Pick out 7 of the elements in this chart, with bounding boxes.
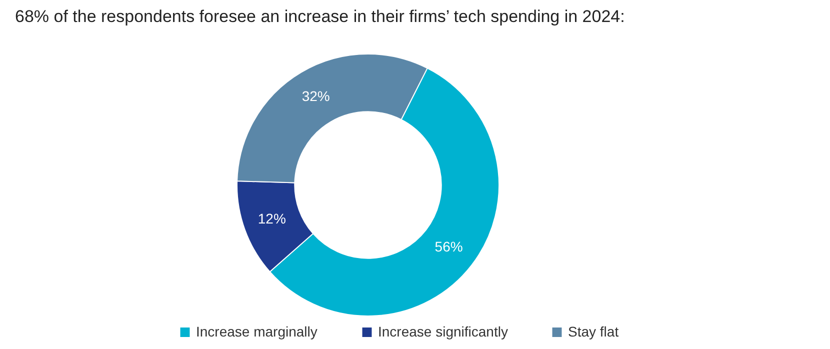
legend-label: Increase significantly: [378, 323, 508, 340]
data-label: 12%: [258, 210, 286, 227]
data-label: 56%: [434, 238, 463, 255]
legend-label: Increase marginally: [196, 323, 318, 340]
chart-title: 68% of the respondents foresee an increase in their firms’ tech spending in 2024:: [15, 7, 625, 26]
legend-label: Stay flat: [568, 323, 619, 340]
data-label: 32%: [302, 88, 330, 104]
